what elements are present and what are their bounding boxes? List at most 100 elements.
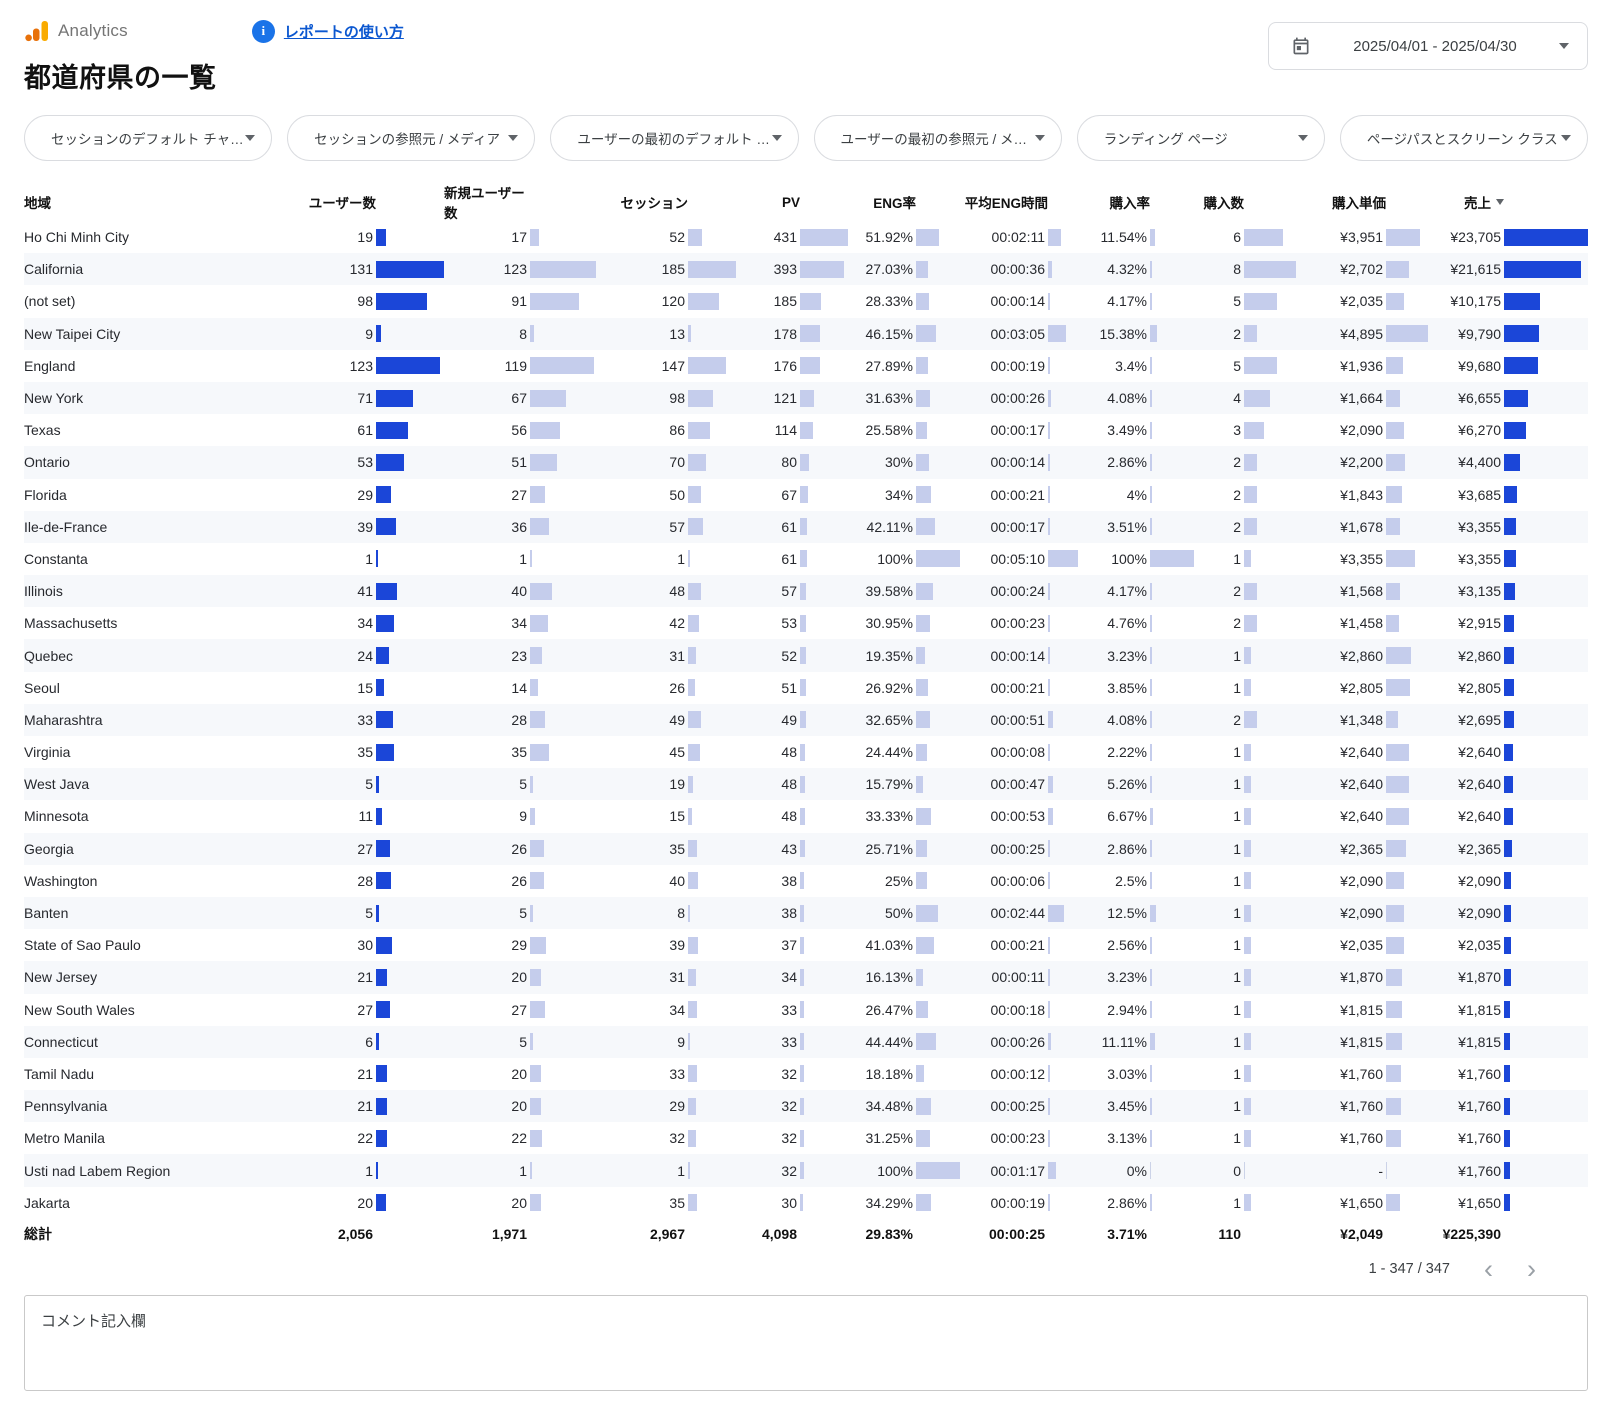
metric-bar [800,1162,804,1180]
metric-cell-eng_rate: 25.58% [848,421,960,439]
column-header-sessions[interactable]: セッション [596,192,736,212]
metric-bar [800,550,807,568]
total-label-cell: 総計 [24,1225,52,1242]
metric-cell-avg_eng_time: 00:00:17 [960,518,1078,536]
table-row: State of Sao Paulo 30 29 39 37 41.03% 00:00:21… [24,929,1588,961]
column-header-purchase_unit_price[interactable]: 購入単価 [1296,192,1428,212]
metric-value: 393 [773,261,797,278]
metric-cell-pv: 32 [736,1162,848,1180]
metric-bar-area [1386,968,1428,986]
metric-bar-area [1504,325,1588,343]
metric-bar [688,1001,697,1019]
column-header-purchases[interactable]: 購入数 [1194,192,1296,212]
metric-bar [1150,260,1152,278]
metric-cell-purchases: 2 [1194,453,1296,471]
metric-value: 3.45% [1107,1098,1147,1115]
region-cell: Banten [24,905,69,922]
region-cell: England [24,357,76,374]
filter-chip-5[interactable]: ランディング ページ [1076,115,1325,161]
metric-value: 27.89% [865,357,913,374]
metric-bar-area [688,292,736,310]
metric-value: 86 [669,422,685,439]
region-cell: Georgia [24,840,74,857]
column-header-avg_eng_time[interactable]: 平均ENG時間 [960,192,1078,212]
metric-bar-area [916,1033,960,1051]
metric-bar-area [800,711,848,729]
metric-bar [1048,228,1061,246]
column-header-users[interactable]: ユーザー数 [294,192,444,212]
metric-value: ¥1,760 [1340,1065,1383,1082]
metric-bar-area [800,1001,848,1019]
metric-cell-purchases: 1 [1194,807,1296,825]
metric-bar [530,872,544,890]
column-header-new_users[interactable]: 新規ユーザー数 [444,182,596,222]
metric-value: 00:02:44 [990,905,1046,922]
column-header-revenue[interactable]: 売上 [1428,192,1588,212]
filter-chip-1[interactable]: セッションのデフォルト チャ… [24,115,273,161]
metric-cell-avg_eng_time: 00:00:21 [960,486,1078,504]
metric-bar-area [376,936,444,954]
metric-value: 41.03% [865,937,913,954]
filter-chip-4[interactable]: ユーザーの最初の参照元 / メ… [813,115,1062,161]
region-cell: Minnesota [24,808,89,825]
metric-value: 19 [669,776,685,793]
metric-bar [1048,325,1066,343]
metric-bar [1386,904,1404,922]
metric-cell-purchase_rate: 12.5% [1078,904,1194,922]
metric-bar-area [1048,486,1078,504]
filter-chip-2[interactable]: セッションの参照元 / メディア [287,115,536,161]
filter-chip-3[interactable]: ユーザーの最初のデフォルト … [550,115,799,161]
column-header-purchase_rate[interactable]: 購入率 [1078,192,1194,212]
metric-cell-revenue: ¥2,640 [1428,743,1588,761]
region-cell: Tamil Nadu [24,1065,95,1082]
metric-bar [1244,904,1251,922]
metric-value: 27.03% [865,261,913,278]
metric-bar [1244,647,1251,665]
metric-bar [1150,1065,1152,1083]
metric-cell-eng_rate: 28.33% [848,292,960,310]
metric-bar-area [916,647,960,665]
filter-chip-6[interactable]: ページパスとスクリーン クラス [1339,115,1589,161]
date-range-picker[interactable]: 2025/04/01 - 2025/04/30 [1268,22,1588,70]
comment-box[interactable]: コメント記入欄 [24,1294,1588,1391]
metric-value: 19 [357,229,373,246]
metric-bar-area [530,1097,596,1115]
metric-bar-area [1386,1194,1428,1212]
metric-bar [688,647,696,665]
metric-bar [800,292,821,310]
metric-bar [800,228,848,246]
metric-value: ¥10,175 [1450,293,1501,310]
help-link[interactable]: レポートの使い方 [283,23,404,41]
metric-bar [1504,292,1541,310]
column-header-eng_rate[interactable]: ENG率 [848,192,960,212]
metric-value: 2 [1233,486,1241,503]
metric-bar-area [688,357,736,375]
metric-cell-purchase_rate: 5.26% [1078,775,1194,793]
metric-value: ¥2,090 [1340,422,1383,439]
metric-bar-area [1504,775,1588,793]
metric-bar-area [916,582,960,600]
metric-bar-area [1150,1194,1194,1212]
metric-bar [1504,357,1539,375]
metric-bar-area [1048,872,1078,890]
metric-cell-pv: 51 [736,679,848,697]
metric-value: 2 [1233,454,1241,471]
metric-value: 50% [884,905,913,922]
metric-bar [376,743,395,761]
metric-cell-new_users: 9 [444,807,596,825]
metric-cell-sessions: 50 [596,486,736,504]
prev-page-button[interactable]: ‹ [1484,1253,1493,1284]
column-header-region[interactable]: 地域 [24,192,294,212]
metric-bar [1150,807,1153,825]
metric-bar-area [916,936,960,954]
metric-bar-area [1048,775,1078,793]
metric-cell-purchases: 1 [1194,743,1296,761]
table-row: Usti nad Labem Region 1 1 1 32 100% 00:01:17 0%… [24,1154,1588,1187]
next-page-button[interactable]: › [1527,1253,1536,1284]
metric-value: ¥1,678 [1340,518,1383,535]
column-header-pv[interactable]: PV [736,195,848,210]
metric-bar-area [376,711,444,729]
metric-bar-area [1244,550,1296,568]
metric-bar [1150,486,1152,504]
metric-bar [916,518,935,536]
